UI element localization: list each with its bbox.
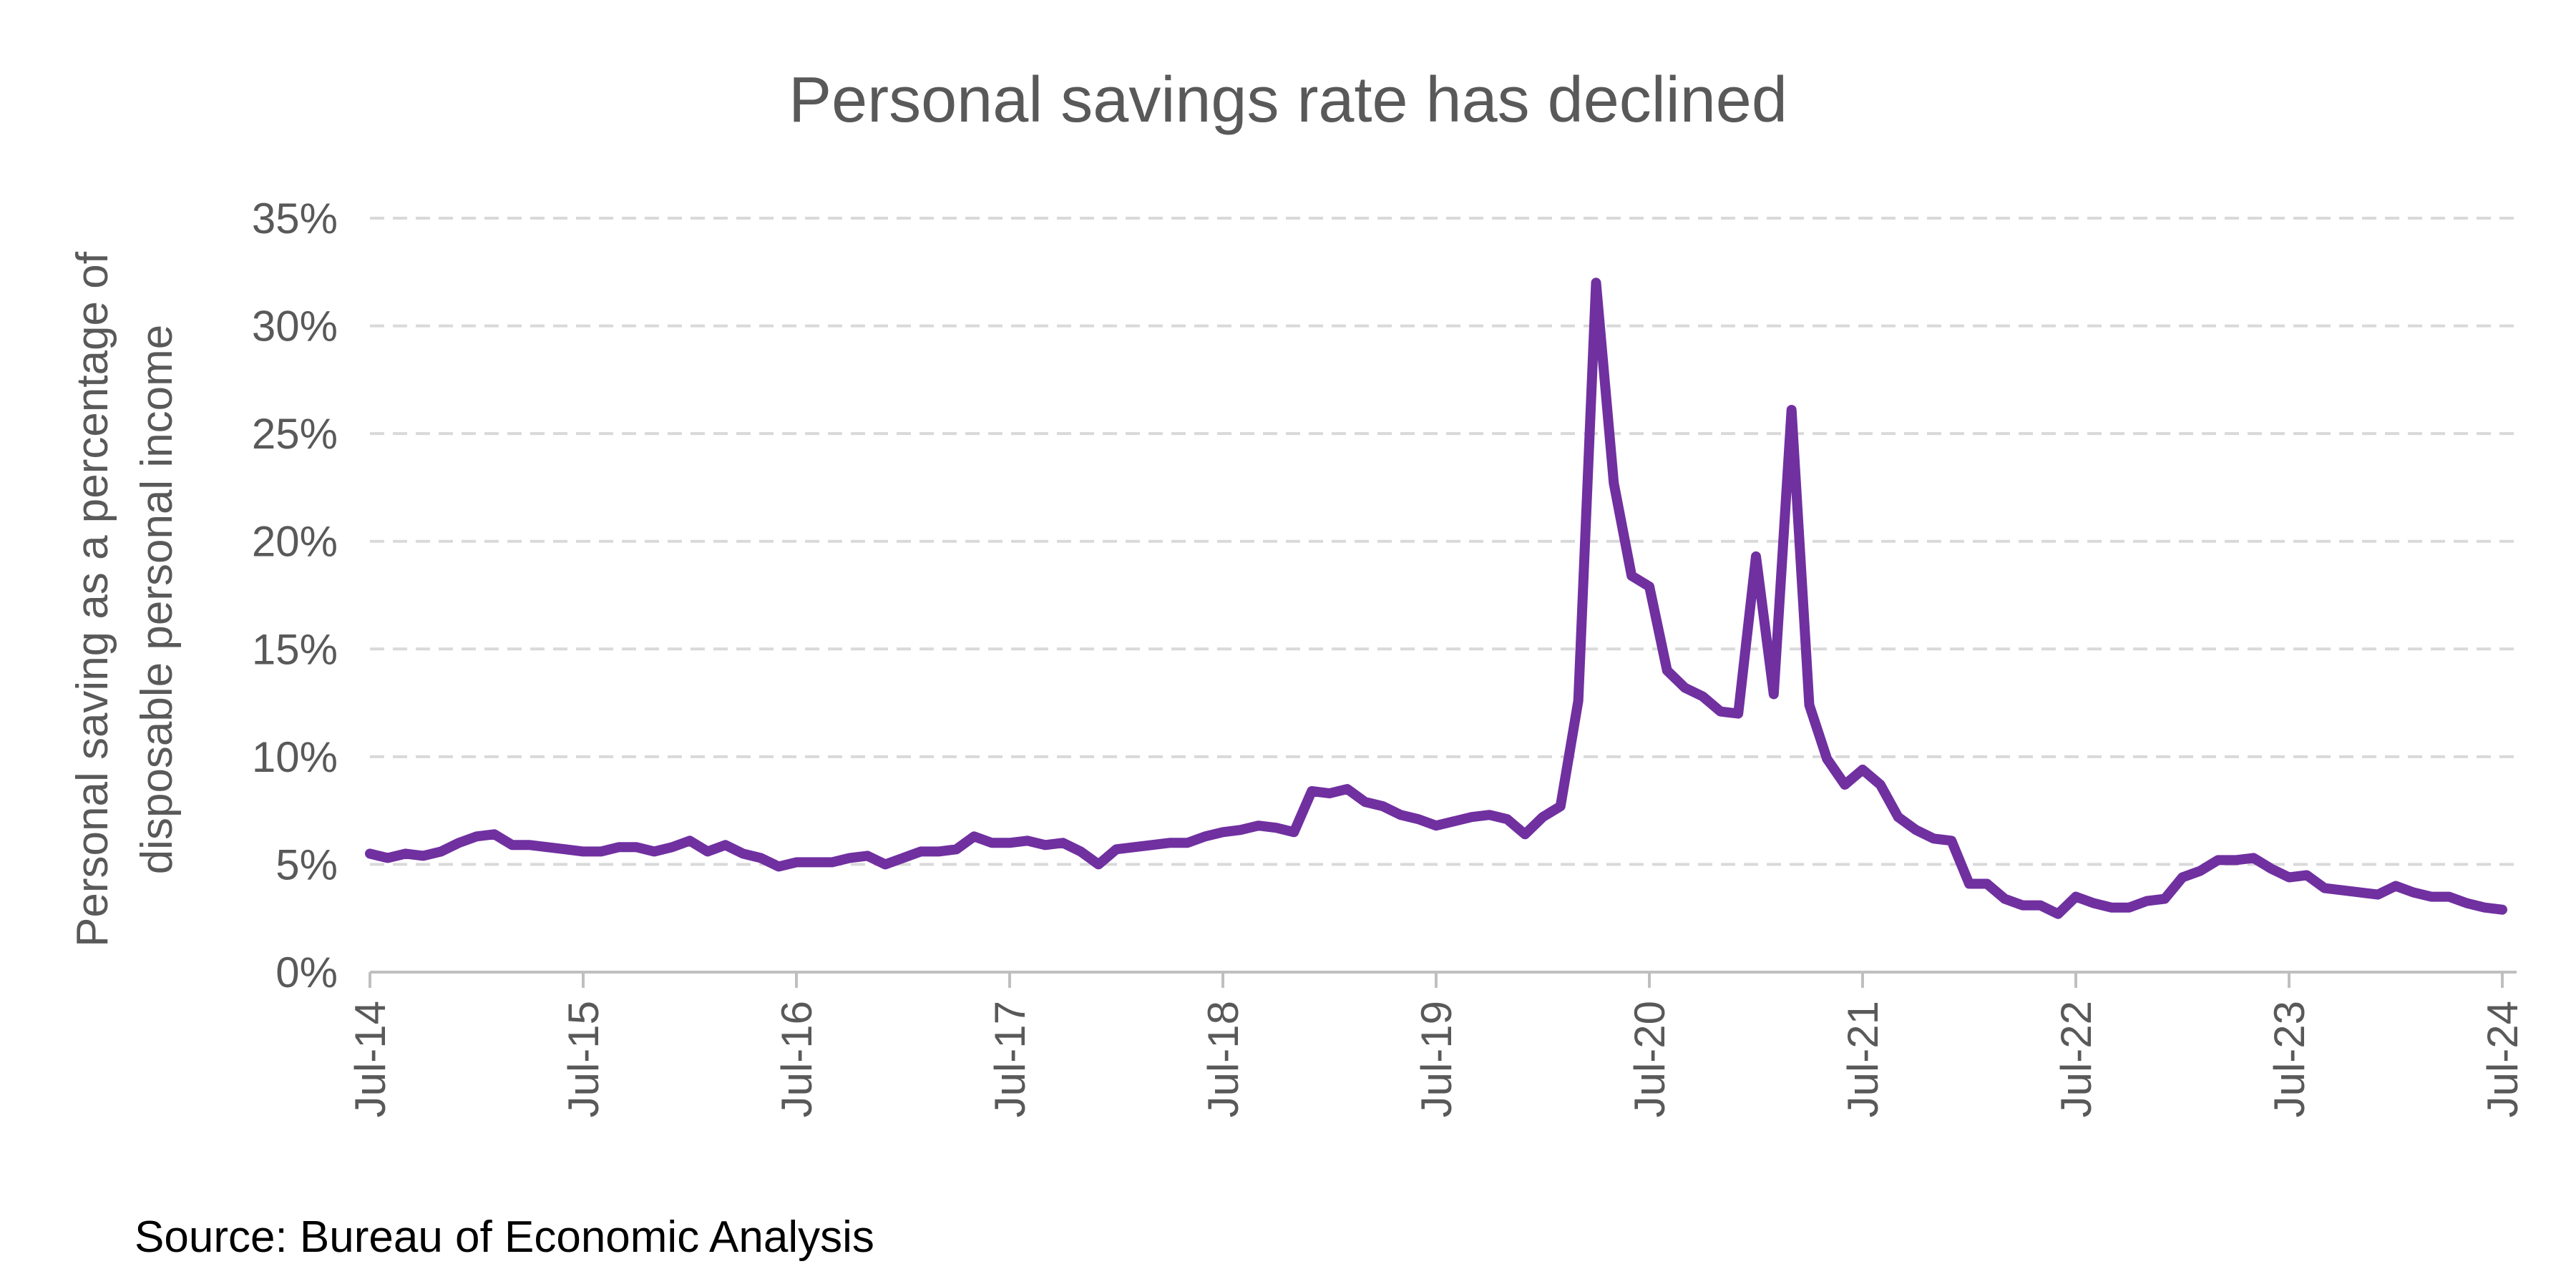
y-tick-label: 5% [275,841,338,888]
x-tick-label: Jul-23 [2265,1001,2313,1117]
chart-title: Personal savings rate has declined [789,64,1787,136]
y-axis-label: disposable personal income [132,325,182,875]
y-tick-label: 20% [252,518,338,566]
x-tick-label: Jul-14 [346,1001,394,1117]
y-tick-label: 30% [252,303,338,351]
source-note: Source: Bureau of Economic Analysis [135,1212,874,1262]
x-tick-label: Jul-16 [773,1001,821,1117]
x-tick-label: Jul-19 [1413,1001,1460,1117]
y-tick-label: 0% [275,949,338,996]
x-tick-label: Jul-17 [986,1001,1034,1117]
x-tick-label: Jul-15 [560,1001,608,1117]
x-tick-label: Jul-22 [2052,1001,2100,1117]
x-tick-label: Jul-20 [1626,1001,1674,1117]
x-tick-label: Jul-21 [1839,1001,1887,1117]
x-tick-label: Jul-24 [2479,1001,2527,1117]
y-axis-label: Personal saving as a percentage of [68,251,117,947]
data-line [365,278,2507,919]
y-tick-label: 35% [252,195,338,242]
y-tick-label: 10% [252,733,338,781]
x-tick-label: Jul-18 [1199,1001,1247,1117]
y-tick-label: 15% [252,625,338,673]
y-tick-label: 25% [252,410,338,458]
